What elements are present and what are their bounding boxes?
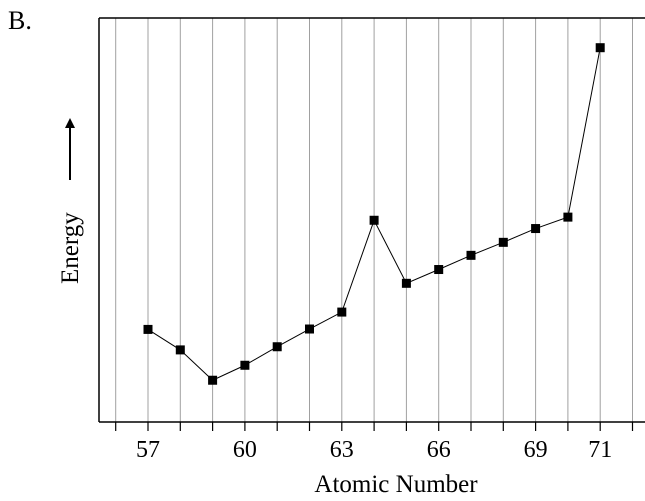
x-tick-label: 71 bbox=[588, 437, 612, 463]
axes bbox=[98, 17, 645, 423]
data-point bbox=[175, 345, 185, 355]
data-point bbox=[466, 250, 476, 260]
data-point bbox=[498, 237, 508, 247]
data-point bbox=[272, 342, 282, 352]
y-axis-title: Energy bbox=[57, 212, 84, 284]
data-point bbox=[434, 265, 444, 275]
data-point bbox=[208, 375, 218, 385]
x-ticks bbox=[115, 422, 634, 431]
data-point bbox=[595, 43, 605, 53]
data-point bbox=[240, 360, 250, 370]
y-axis-title-group: Energy bbox=[57, 118, 84, 284]
x-tick-label: 69 bbox=[524, 437, 548, 463]
data-point bbox=[143, 324, 153, 334]
data-point bbox=[369, 215, 379, 225]
panel-label: B. bbox=[8, 6, 32, 35]
x-tick-label: 66 bbox=[427, 437, 451, 463]
data-point bbox=[531, 224, 541, 234]
y-axis-arrowhead bbox=[65, 118, 75, 128]
x-axis-title: Atomic Number bbox=[314, 471, 478, 498]
x-tick-label: 57 bbox=[136, 437, 160, 463]
x-tick-label: 60 bbox=[233, 437, 257, 463]
data-point bbox=[337, 307, 347, 317]
x-tick-label: 63 bbox=[330, 437, 354, 463]
x-tick-labels: 57 60 63 66 69 71 bbox=[136, 437, 612, 463]
data-point bbox=[305, 324, 314, 334]
data-point bbox=[563, 212, 573, 222]
data-points bbox=[143, 43, 605, 385]
data-point bbox=[401, 278, 411, 288]
